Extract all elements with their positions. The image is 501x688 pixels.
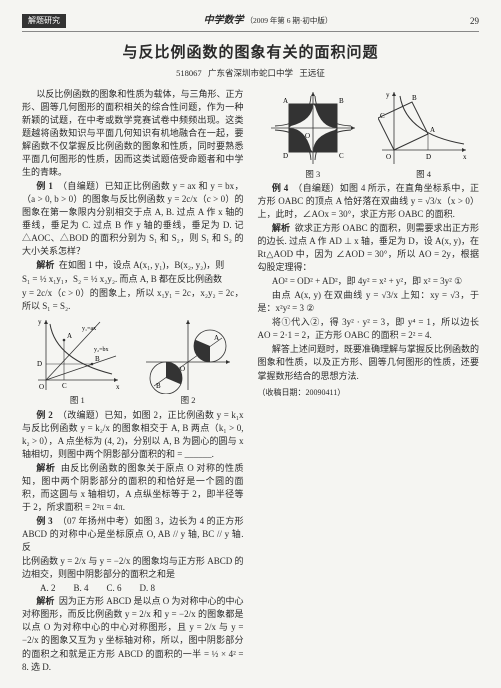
page-header: 解题研究 中学数学 （2009 年第 6 期·初中版） 29	[22, 14, 479, 32]
journal-block: 中学数学 （2009 年第 6 期·初中版）	[204, 14, 333, 29]
svg-text:A: A	[430, 126, 435, 134]
zip-code: 518067	[176, 68, 202, 78]
ex1-sol2: S₁ = ½ x₁y₁，S₂ = ½ x₂y₂. 而点 A, B 都在反比例函数	[22, 273, 244, 286]
svg-text:D: D	[426, 153, 431, 161]
issue-info: （2009 年第 6 期·初中版）	[246, 16, 333, 25]
ex1-label: 例 1	[36, 181, 52, 191]
article-title: 与反比例函数的图象有关的面积问题	[22, 42, 479, 64]
figure-4: Ox y A B C D	[378, 88, 470, 168]
school-name: 广东省深圳市蛇口中学	[208, 68, 293, 78]
ex4-eq1: AO² = OD² + AD²，即 4y² = x² + y²，即 x² = 3…	[258, 275, 480, 288]
svg-text:A: A	[283, 97, 288, 105]
svg-text:A: A	[67, 332, 72, 340]
ex4-eq2: 由点 A(x, y) 在双曲线 y = √3/x 上知：xy = √3，于是：x…	[258, 289, 480, 315]
svg-text:O: O	[39, 383, 44, 391]
fig2-caption: 图 2	[181, 394, 196, 406]
section-tag: 解题研究	[22, 14, 66, 28]
svg-text:x: x	[463, 153, 467, 161]
ex4-sol1: 解析 欲求正方形 OABC 的面积，则需要求出正方形的边长. 过点 A 作 AD…	[258, 222, 480, 274]
page-number: 29	[470, 15, 479, 28]
svg-text:D: D	[37, 360, 42, 368]
sol-label: 解析	[36, 260, 54, 270]
byline: 518067 广东省深圳市蛇口中学 王远征	[22, 67, 479, 79]
ex1-sol3: y = 2c/x（c > 0）的图象上，所以 x₁y₁ = 2c，x₂y₂ = …	[22, 287, 244, 313]
svg-text:x: x	[116, 383, 120, 391]
ex1-text: （自编题）已知正比例函数 y = ax 和 y = bx，（a > 0, b >…	[22, 181, 244, 256]
svg-text:C: C	[62, 382, 67, 390]
ex3-options: A. 2 B. 4 C. 6 D. 8	[40, 582, 244, 595]
intro-para: 以反比例函数的图象和性质为载体，与三角形、正方形、圆等几何图形的面积相关的综合性…	[22, 88, 244, 179]
opt-c: C. 6	[107, 582, 122, 595]
svg-text:O: O	[386, 153, 391, 161]
ex3-sol: 解析 因为正方形 ABCD 是以点 O 为对称中心的中心对称图形，而反比例函数 …	[22, 595, 244, 673]
svg-text:B: B	[156, 382, 161, 390]
ex2-statement: 例 2 （改编题）已知，如图 2，正比例函数 y = k₁x 与反比例函数 y …	[22, 409, 244, 461]
svg-text:y: y	[38, 318, 42, 326]
svg-text:B: B	[412, 94, 417, 102]
opt-d: D. 8	[140, 582, 156, 595]
opt-b: B. 4	[74, 582, 89, 595]
ex4-label: 例 4	[272, 183, 288, 193]
ex3-statement-b: 比例函数 y = 2/x 与 y = −2/x 的图象均与正方形 ABCD 的边…	[22, 555, 244, 581]
ex2-sol: 解析 由反比例函数的图象关于原点 O 对称的性质知，图中两个阴影部分的面积的和恰…	[22, 462, 244, 514]
ex3-statement-a: 例 3 （07 年扬州中考）如图 3，边长为 4 的正方形 ABCD 的对称中心…	[22, 515, 244, 554]
content-columns: 以反比例函数的图象和性质为载体，与三角形、正方形、圆等几何图形的面积相关的综合性…	[22, 88, 479, 676]
ex4-eq3: 将①代入②，得 3y² · y² = 3，即 y⁴ = 1，所以边长 AO = …	[258, 316, 480, 342]
author-name: 王远征	[299, 68, 325, 78]
svg-text:B: B	[339, 97, 344, 105]
journal-name: 中学数学	[204, 15, 244, 26]
svg-text:A: A	[214, 334, 219, 342]
svg-text:D: D	[283, 152, 288, 160]
fig1-caption: 图 1	[70, 394, 85, 406]
fig4-caption: 图 4	[416, 168, 431, 180]
ex2-label: 例 2	[36, 410, 52, 420]
svg-text:y₁=ax: y₁=ax	[82, 326, 96, 332]
opt-a: A. 2	[40, 582, 56, 595]
svg-text:C: C	[380, 112, 385, 120]
figure-1: x y O A B C D y₁=ax y₂=bx	[32, 316, 122, 394]
svg-text:y₂=bx: y₂=bx	[94, 347, 108, 353]
figure-2: O AB	[142, 316, 234, 394]
fig-row-1: x y O A B C D y₁=ax y₂=bx O A B	[22, 316, 244, 406]
svg-text:y: y	[386, 91, 390, 99]
ex3-label: 例 3	[36, 516, 52, 526]
ex1-sol1: 解析 在如图 1 中，设点 A(x₁, y₁)，B(x₂, y₂)，则	[22, 259, 244, 272]
fig3-caption: 图 3	[305, 168, 320, 180]
ex4-concl: 解答上述问题时，既要准确理解与掌握反比例函数的图象和性质，以及正方形、圆等几何图…	[258, 343, 480, 382]
svg-text:B: B	[95, 355, 100, 363]
figure-3: AB CD O	[267, 88, 359, 168]
svg-text:C: C	[339, 152, 344, 160]
ex1-statement: 例 1 （自编题）已知正比例函数 y = ax 和 y = bx，（a > 0,…	[22, 180, 244, 258]
fig-row-2: A B C D O Ox y A B C D	[258, 88, 480, 180]
receipt-date: （收稿日期：20090411）	[258, 387, 480, 399]
ex4-statement: 例 4 （自编题）如图 4 所示，在直角坐标系中，正方形 OABC 的顶点 A …	[258, 182, 480, 221]
